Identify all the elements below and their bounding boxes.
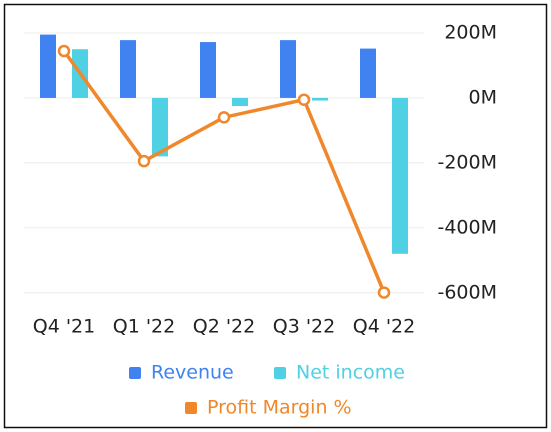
x-tick-label: Q4 '22 [353, 316, 415, 338]
line-point [57, 44, 71, 58]
bar [40, 34, 56, 98]
bar [312, 97, 328, 101]
bar [152, 97, 168, 157]
legend-label: Revenue [151, 362, 234, 384]
x-tick-label: Q3 '22 [273, 316, 335, 338]
bar [392, 97, 408, 254]
line-point [377, 286, 391, 299]
frame [3, 3, 548, 429]
line-point [217, 111, 231, 124]
x-tick-label: Q2 '22 [193, 316, 255, 338]
legend-label: Profit Margin % [207, 397, 352, 419]
bar [200, 42, 216, 98]
y-tick-label: -400M [437, 216, 497, 238]
legend-swatch [129, 367, 141, 379]
bar [120, 40, 136, 98]
legend-swatch [274, 367, 286, 379]
legend-swatch [185, 402, 197, 414]
legend-label: Net income [296, 362, 405, 384]
y-tick-label: -200M [437, 151, 497, 173]
bar [280, 40, 296, 98]
x-tick-label: Q4 '21 [33, 316, 95, 338]
y-tick-label: -600M [437, 281, 497, 303]
bar [232, 97, 248, 107]
y-tick-label: 200M [444, 21, 497, 43]
line-point [137, 154, 151, 168]
y-tick-label: 0M [469, 86, 497, 108]
line-point [297, 93, 311, 106]
bar [360, 48, 376, 98]
x-tick-label: Q1 '22 [113, 316, 175, 338]
